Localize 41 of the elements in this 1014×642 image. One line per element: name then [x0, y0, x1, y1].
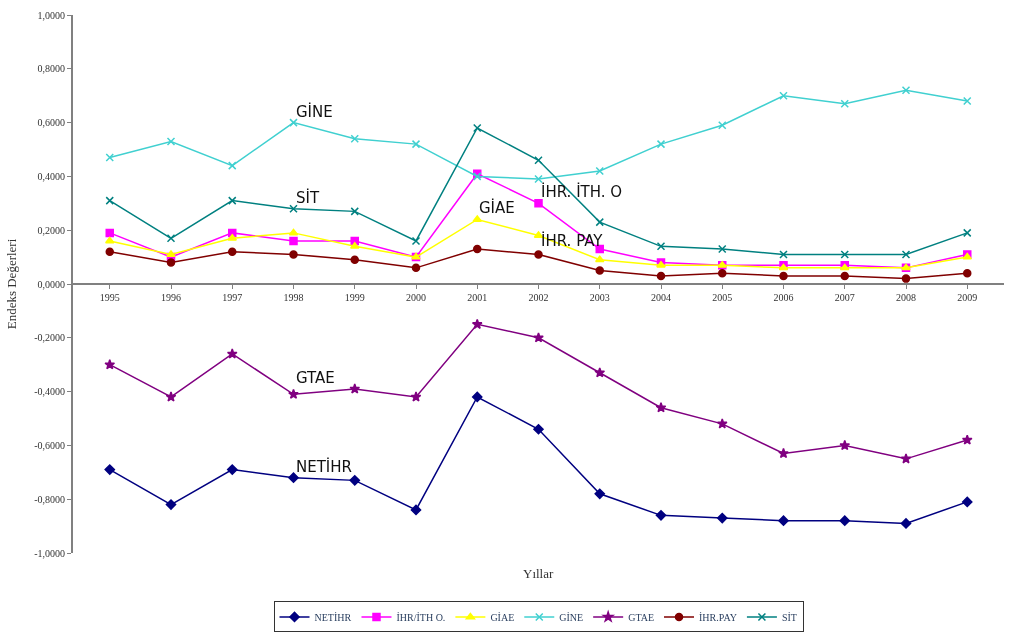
- y-axis-title: Endeks Değerleri: [3, 238, 19, 330]
- y-tick-label: -1,0000: [34, 547, 65, 559]
- x-tick-label: 2003: [589, 292, 610, 303]
- legend-label: İHR/İTH O.: [396, 611, 446, 623]
- annotation: NETİHR: [296, 457, 352, 476]
- x-tick-label: 2005: [712, 292, 733, 303]
- legend-label: SİT: [781, 611, 797, 623]
- annotation: İHR. İTH. O: [541, 182, 623, 201]
- x-tick-label: 2002: [528, 292, 549, 303]
- x-tick-label: 1996: [161, 292, 181, 303]
- annotation: GİNE: [296, 102, 333, 121]
- y-tick-label: 0,4000: [37, 170, 65, 182]
- x-tick-label: 2001: [467, 292, 488, 303]
- y-tick-label: 0,8000: [37, 63, 65, 75]
- annotation: SİT: [296, 188, 320, 207]
- x-tick-label: 2008: [896, 292, 916, 303]
- x-tick-label: 1995: [99, 292, 120, 303]
- x-tick-label: 2006: [773, 292, 794, 303]
- annotation: GİAE: [479, 198, 515, 217]
- x-tick-label: 2004: [651, 292, 671, 303]
- y-tick-label: 0,0000: [37, 278, 65, 290]
- x-tick-label: 2009: [957, 292, 978, 303]
- y-tick-label: -0,8000: [34, 493, 65, 505]
- y-tick-label: 0,6000: [37, 117, 65, 129]
- y-tick-label: -0,6000: [34, 439, 65, 451]
- y-tick-label: -0,2000: [34, 332, 65, 344]
- legend-label: GTAE: [628, 611, 655, 623]
- x-tick-label: 1998: [283, 292, 304, 303]
- x-tick-label: 2000: [406, 292, 426, 303]
- x-tick-label: 2007: [834, 292, 855, 303]
- y-tick-label: 1,0000: [37, 9, 65, 21]
- x-axis-title: Yıllar: [523, 566, 554, 581]
- x-tick-label: 1999: [344, 292, 365, 303]
- x-tick-label: 1997: [222, 292, 243, 303]
- legend-label: NETİHR: [314, 611, 352, 623]
- legend-label: İHR.PAY: [699, 611, 737, 623]
- legend-label: GİNE: [559, 611, 584, 623]
- annotation: GTAE: [296, 369, 335, 387]
- y-tick-label: 0,2000: [37, 224, 65, 236]
- y-tick-label: -0,4000: [34, 386, 65, 398]
- legend-label: GİAE: [490, 611, 515, 623]
